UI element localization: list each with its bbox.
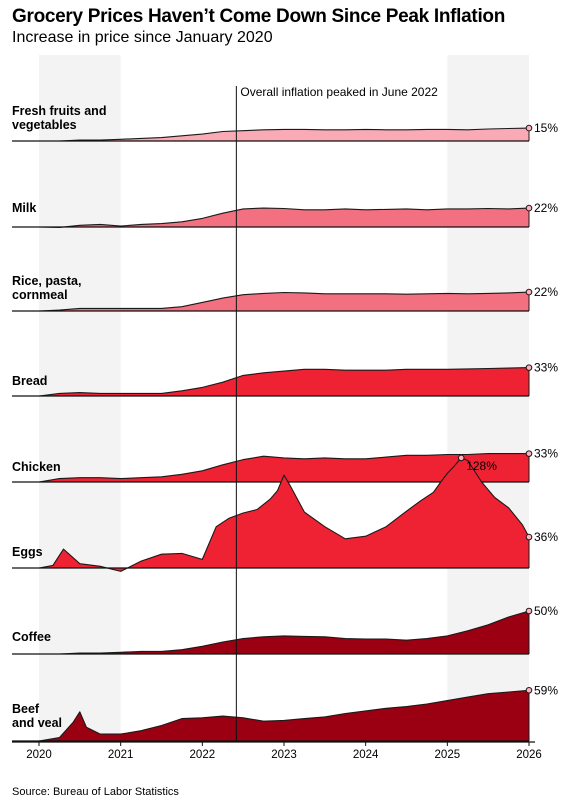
series-line-1 (39, 127, 530, 142)
area-4 (39, 367, 529, 396)
area-7 (39, 611, 529, 654)
end-label-8: 59% (534, 683, 558, 697)
end-label-7: 50% (534, 604, 558, 618)
x-tick-label-2021: 2021 (108, 749, 134, 761)
series-line-4 (38, 367, 530, 397)
x-tick-label-2026: 2026 (516, 749, 542, 761)
end-label-3: 22% (534, 285, 558, 299)
end-marker-5 (525, 450, 533, 457)
series-line-7 (39, 610, 530, 655)
end-marker-3 (525, 288, 533, 296)
peak-marker (457, 454, 465, 462)
chart-title: Grocery Prices Haven’t Come Down Since P… (12, 6, 506, 27)
chart-subtitle: Increase in price since January 2020 (12, 29, 273, 46)
row-label-5: Chicken (12, 460, 61, 474)
row-label-2: Milk (12, 201, 36, 215)
series-line-5 (38, 453, 529, 483)
end-marker-7 (525, 607, 533, 615)
end-marker-1 (525, 124, 533, 132)
series-line-2 (38, 207, 530, 228)
x-tick-label-2025: 2025 (435, 749, 461, 761)
area-8 (39, 690, 529, 741)
end-marker-6 (525, 533, 533, 541)
row-label-3: Rice, pasta, cornmeal (12, 274, 81, 302)
end-label-4: 33% (534, 361, 558, 375)
shaded-period-1 (39, 55, 121, 742)
end-label-6: 36% (534, 530, 558, 544)
row-label-8: Beef and veal (12, 702, 62, 730)
end-label-1: 15% (534, 121, 558, 135)
row-label-6: Eggs (12, 545, 43, 559)
x-tick-label-2023: 2023 (271, 749, 297, 761)
series-line-3 (38, 291, 530, 312)
x-tick-label-2022: 2022 (190, 749, 216, 761)
area-5 (39, 453, 529, 482)
area-3 (39, 292, 529, 311)
series-line-8 (38, 689, 530, 742)
end-label-5: 33% (534, 447, 558, 461)
end-label-2: 22% (534, 201, 558, 215)
source-note: Source: Bureau of Labor Statistics (12, 786, 179, 798)
area-2 (39, 208, 529, 228)
x-tick-label-2020: 2020 (26, 749, 52, 761)
row-label-7: Coffee (12, 630, 51, 644)
end-marker-4 (525, 364, 533, 371)
row-label-1: Fresh fruits and vegetables (12, 104, 106, 132)
x-tick-label-2024: 2024 (353, 749, 379, 761)
end-marker-8 (525, 686, 533, 694)
area-6 (39, 457, 529, 572)
peak-label: 128% (466, 459, 497, 473)
reference-label: Overall inflation peaked in June 2022 (240, 85, 438, 99)
end-marker-2 (525, 204, 533, 212)
row-label-4: Bread (12, 374, 47, 388)
